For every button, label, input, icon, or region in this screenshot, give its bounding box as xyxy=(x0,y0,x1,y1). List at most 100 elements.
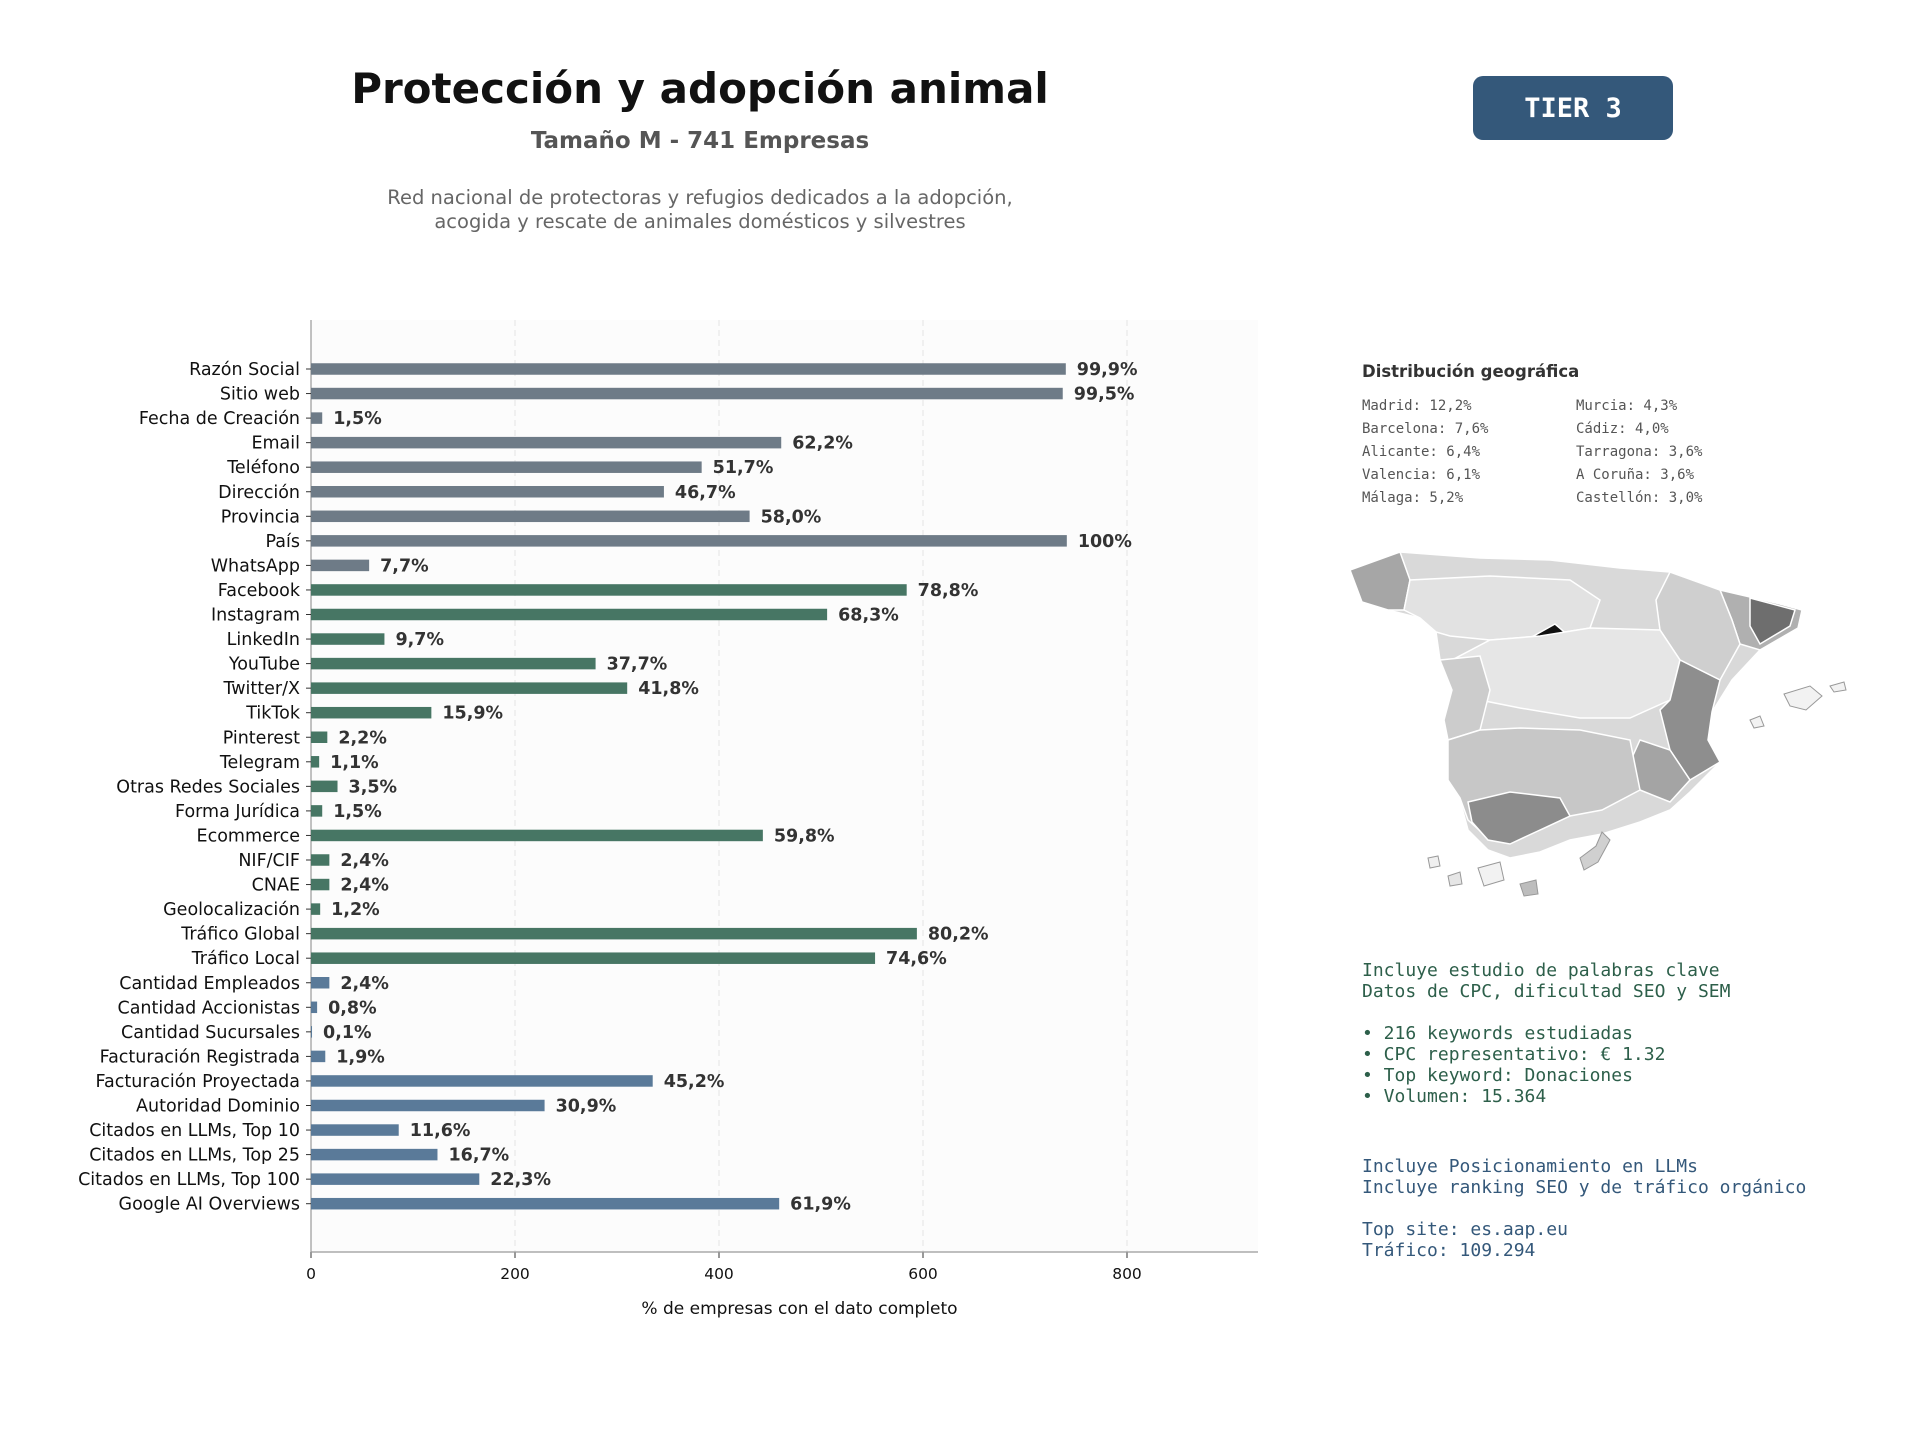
category-label: WhatsApp xyxy=(211,556,300,576)
bar xyxy=(311,927,917,940)
category-label: Geolocalización xyxy=(163,900,300,920)
bar xyxy=(311,436,782,449)
value-label: 61,9% xyxy=(790,1195,851,1215)
map-galicia xyxy=(1349,551,1411,611)
category-label: Pinterest xyxy=(223,728,300,748)
value-label: 74,6% xyxy=(886,949,947,969)
value-label: 99,9% xyxy=(1077,360,1138,380)
value-label: 1,2% xyxy=(331,900,380,920)
category-label: Facebook xyxy=(218,581,301,601)
map-canaries-2 xyxy=(1447,871,1463,887)
bar xyxy=(311,1026,313,1038)
bar xyxy=(311,1173,480,1185)
value-label: 2,2% xyxy=(338,728,387,748)
map-ibiza xyxy=(1749,715,1765,729)
bar xyxy=(311,903,321,915)
map-canaries-1 xyxy=(1427,855,1441,869)
map-canaries-3 xyxy=(1477,861,1505,887)
category-label: Sitio web xyxy=(220,385,300,405)
category-label: Tráfico Global xyxy=(180,925,300,945)
category-label: Facturación Registrada xyxy=(100,1047,300,1067)
tier-badge: TIER 3 xyxy=(1473,76,1673,140)
plot-area xyxy=(311,320,1258,1252)
seo-bullet: • Volumen: 15.364 xyxy=(1362,1086,1547,1107)
category-label: Telegram xyxy=(219,753,300,773)
bar xyxy=(311,1124,399,1136)
value-label: 3,5% xyxy=(349,777,398,797)
value-label: 51,7% xyxy=(713,458,774,478)
value-label: 15,9% xyxy=(442,704,503,724)
value-label: 22,3% xyxy=(490,1170,551,1190)
value-label: 11,6% xyxy=(410,1121,471,1141)
description-line-1: Red nacional de protectoras y refugios d… xyxy=(387,186,1013,209)
geo-item: Valencia: 6,1% xyxy=(1362,467,1481,483)
seo-bullet: • 216 keywords estudiadas xyxy=(1362,1023,1633,1044)
category-label: Otras Redes Sociales xyxy=(116,777,300,797)
geo-item: Barcelona: 7,6% xyxy=(1362,421,1489,437)
geo-list: Madrid: 12,2% Murcia: 4,3% Barcelona: 7,… xyxy=(1362,398,1782,506)
value-label: 37,7% xyxy=(607,655,668,675)
category-label: Cantidad Empleados xyxy=(119,974,300,994)
bar xyxy=(311,854,330,866)
geo-item: Málaga: 5,2% xyxy=(1362,490,1464,506)
bar xyxy=(311,584,907,596)
value-label: 1,5% xyxy=(333,802,382,822)
seo-block: Incluye estudio de palabras clave Datos … xyxy=(1362,960,1730,1107)
bar xyxy=(311,1050,326,1063)
value-label: 45,2% xyxy=(664,1072,725,1092)
top-site: Top site: es.aap.eu xyxy=(1362,1219,1568,1240)
category-label: Instagram xyxy=(211,606,300,626)
value-label: 2,4% xyxy=(340,876,389,896)
x-tick-label: 200 xyxy=(500,1265,530,1283)
llm-line-1: Incluye Posicionamiento en LLMs xyxy=(1362,1156,1698,1177)
bar xyxy=(311,731,328,743)
value-label: 30,9% xyxy=(556,1097,617,1117)
geo-item: Murcia: 4,3% xyxy=(1576,398,1678,414)
category-label: TikTok xyxy=(245,704,301,724)
category-label: LinkedIn xyxy=(227,630,300,650)
bar xyxy=(311,363,1066,375)
x-tick-label: 600 xyxy=(908,1265,938,1283)
x-tick-label: 0 xyxy=(306,1265,316,1283)
bar xyxy=(311,829,763,842)
geo-item: A Coruña: 3,6% xyxy=(1576,467,1695,483)
geo-item: Madrid: 12,2% xyxy=(1362,398,1472,414)
category-label: YouTube xyxy=(228,655,300,675)
category-label: Fecha de Creación xyxy=(139,409,300,429)
bar xyxy=(311,805,323,817)
category-label: Tráfico Local xyxy=(191,949,300,969)
value-label: 9,7% xyxy=(395,630,444,650)
value-label: 7,7% xyxy=(380,556,429,576)
x-tick-label: 400 xyxy=(704,1265,734,1283)
map-menorca xyxy=(1829,681,1847,693)
map-malaga-cadiz xyxy=(1467,791,1572,845)
seo-line-2: Datos de CPC, dificultad SEO y SEM xyxy=(1362,981,1731,1002)
category-label: País xyxy=(266,532,300,552)
value-label: 1,1% xyxy=(330,753,379,773)
value-label: 99,5% xyxy=(1074,385,1135,405)
bar xyxy=(311,952,876,964)
top-site-traffic: Tráfico: 109.294 xyxy=(1362,1240,1536,1261)
category-label: Citados en LLMs, Top 10 xyxy=(89,1121,300,1141)
description-line-2: acogida y rescate de animales domésticos… xyxy=(434,210,966,233)
bar xyxy=(311,780,338,793)
bar xyxy=(311,1075,653,1087)
page-subtitle: Tamaño M - 741 Empresas xyxy=(530,128,870,154)
bar xyxy=(311,608,828,621)
value-label: 2,4% xyxy=(340,851,389,871)
bar xyxy=(311,682,628,694)
category-label: Citados en LLMs, Top 25 xyxy=(89,1146,300,1166)
value-label: 16,7% xyxy=(448,1146,509,1166)
value-label: 59,8% xyxy=(774,826,835,846)
x-tick-label: 800 xyxy=(1112,1265,1142,1283)
value-label: 1,5% xyxy=(333,409,382,429)
value-label: 62,2% xyxy=(792,434,853,454)
category-label: Cantidad Accionistas xyxy=(117,998,300,1018)
map-valencia xyxy=(1659,658,1722,782)
bar xyxy=(311,486,664,498)
bar-chart: 0 200 400 600 800 % de empresas con el dato c… xyxy=(78,320,1258,1319)
value-label: 100% xyxy=(1078,532,1132,552)
spain-map xyxy=(1349,551,1847,897)
category-label: CNAE xyxy=(252,876,300,896)
category-label: Provincia xyxy=(221,507,300,527)
